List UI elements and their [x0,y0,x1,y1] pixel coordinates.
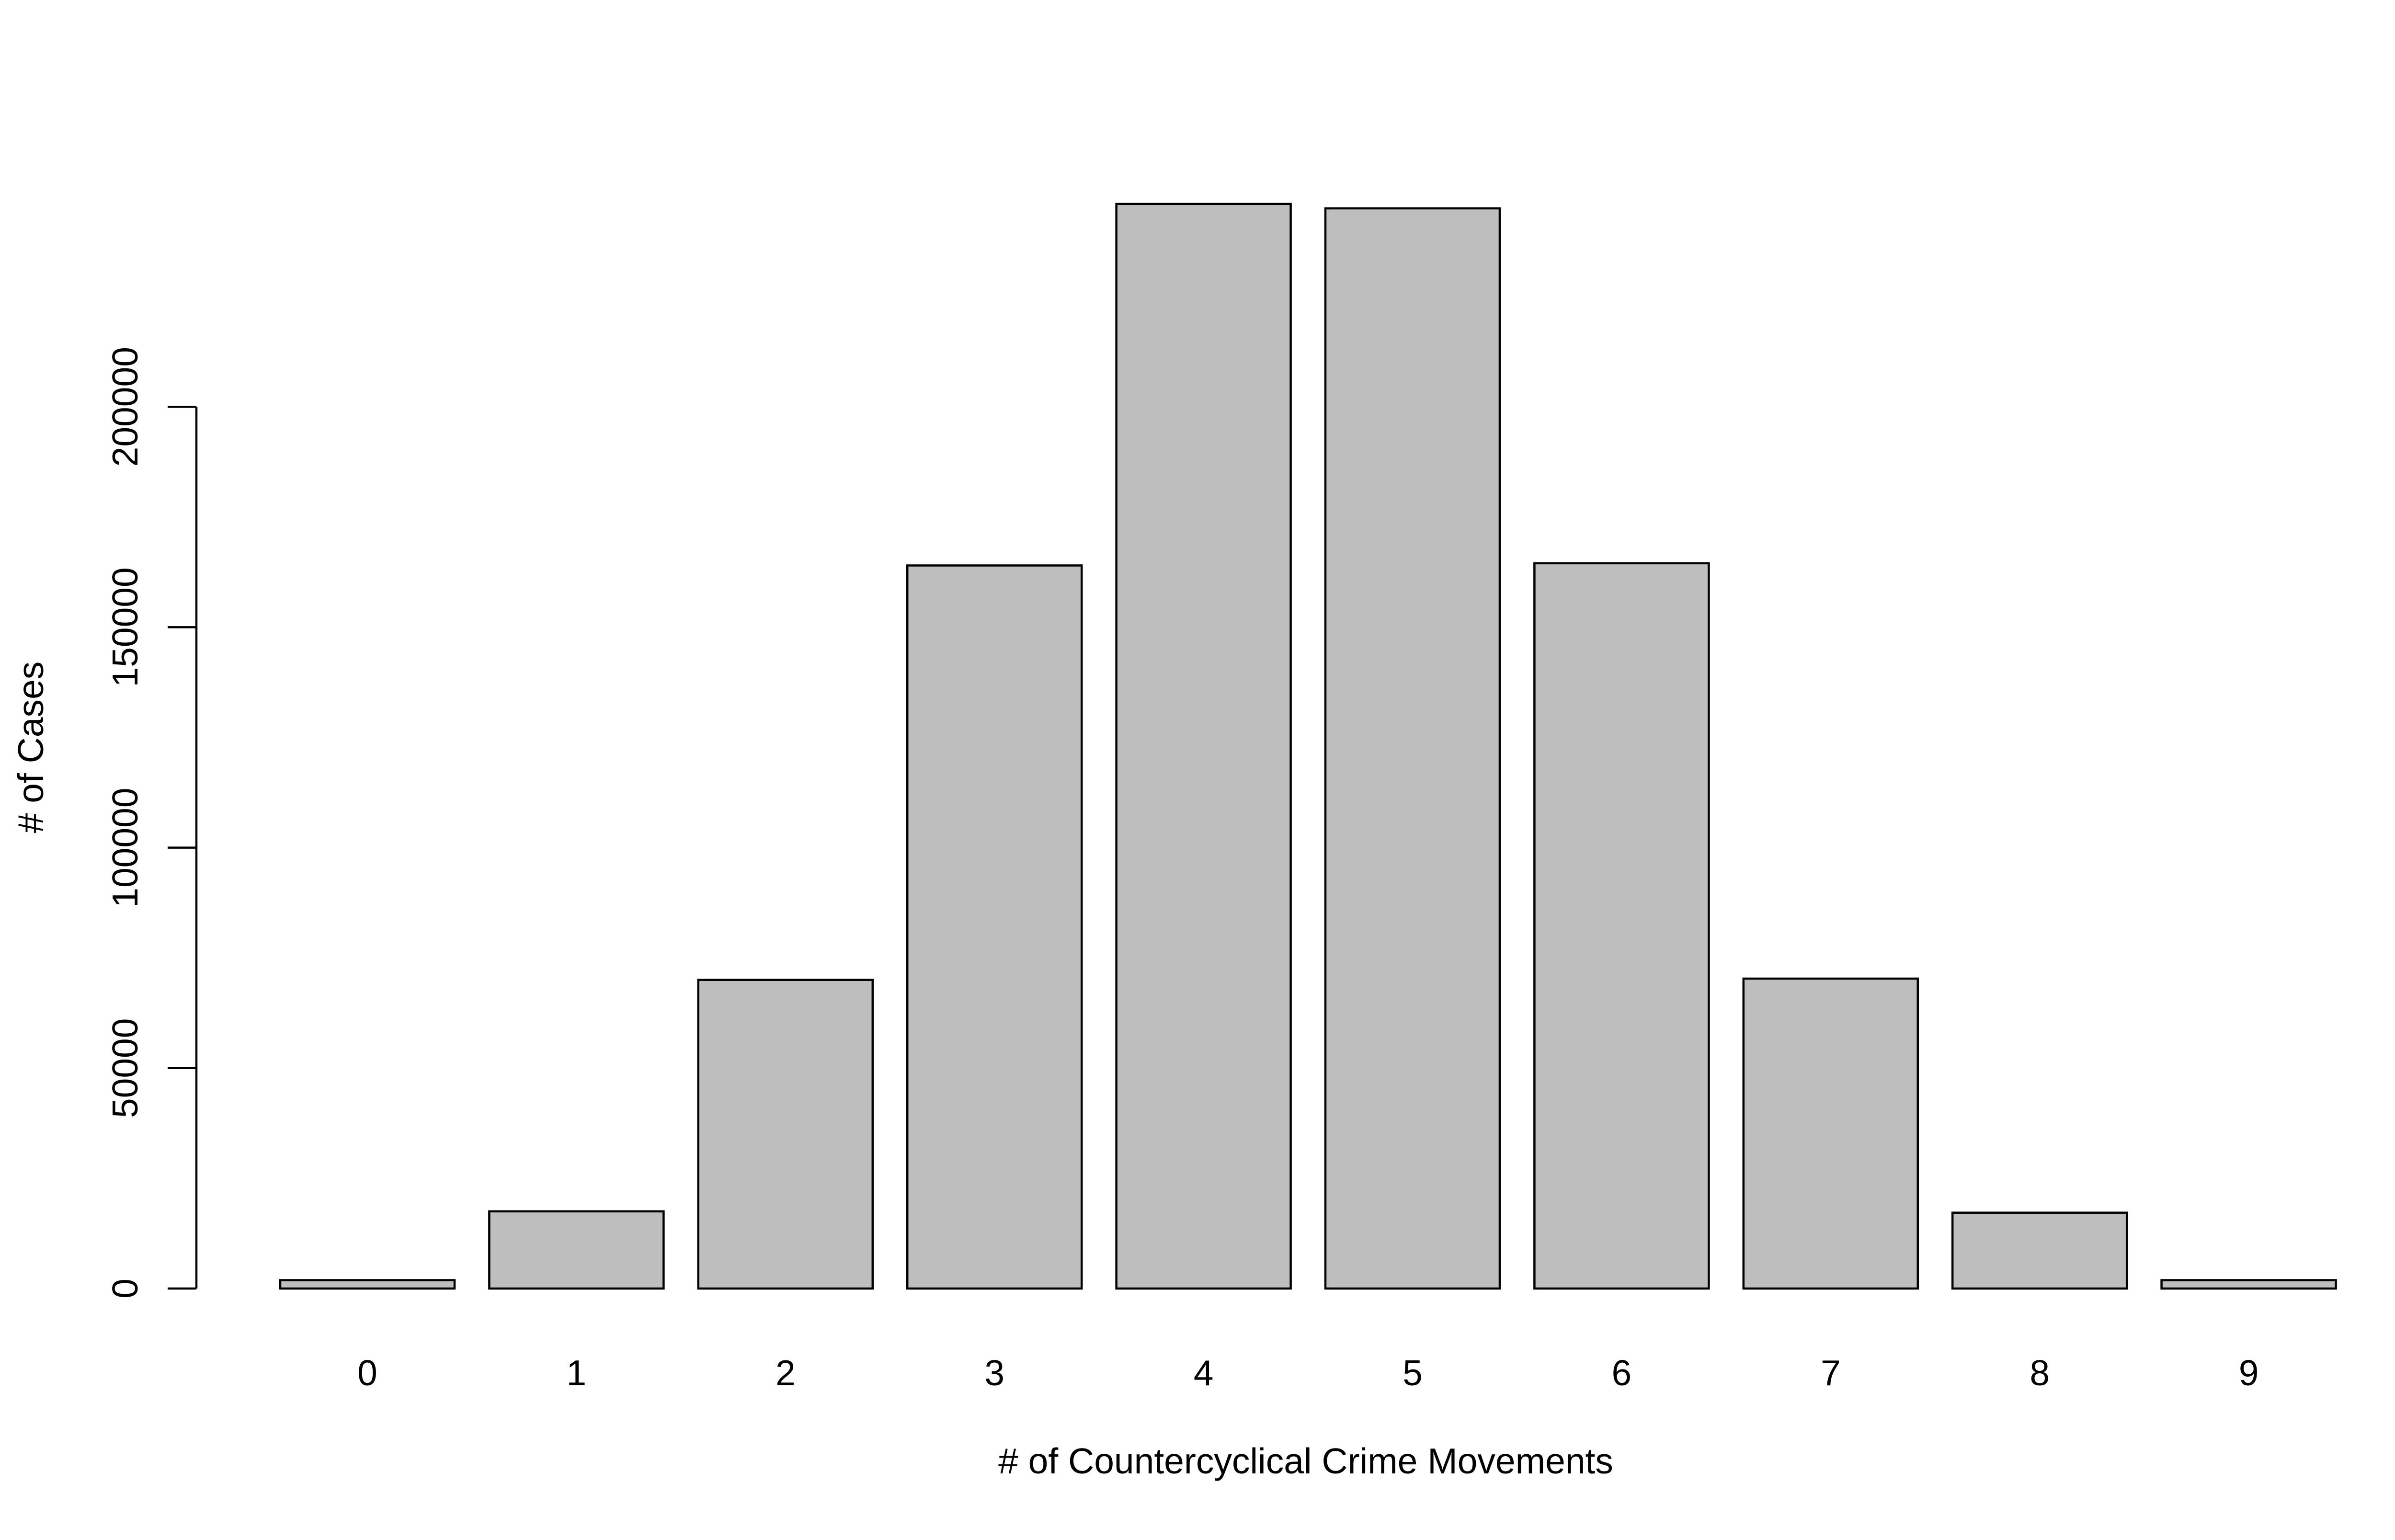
y-tick-label: 150000 [105,567,145,687]
y-axis-label: # of Cases [11,662,51,833]
bar-5 [1324,207,1501,1290]
bar-8 [1951,1211,2128,1290]
bar-9 [2160,1279,2337,1290]
bar-6 [1533,562,1710,1290]
bar-7 [1742,977,1919,1290]
x-tick-label: 2 [776,1353,796,1393]
bar-3 [906,564,1083,1290]
x-axis-label: # of Countercyclical Crime Movements [998,1441,1613,1481]
x-tick-label: 6 [1612,1353,1632,1393]
x-tick-label: 0 [357,1353,377,1393]
x-tick-label: 5 [1403,1353,1423,1393]
y-tick-label: 0 [105,1278,145,1299]
y-tick-label: 100000 [105,787,145,907]
bar-1 [488,1210,665,1290]
y-tick-label: 200000 [105,347,145,467]
bars-group [279,203,2337,1290]
x-tick-label: 1 [567,1353,587,1393]
x-tick-labels: 0 1 2 3 4 5 6 7 8 9 [357,1353,2258,1393]
bar-4 [1115,203,1292,1290]
x-tick-label: 4 [1194,1353,1214,1393]
x-tick-label: 7 [1821,1353,1841,1393]
x-tick-label: 3 [984,1353,1004,1393]
y-axis: 0 50000 100000 150000 200000 [105,347,198,1299]
bar-2 [697,979,874,1290]
y-tick-label: 50000 [105,1018,145,1118]
bar-0 [279,1279,456,1290]
x-tick-label: 9 [2239,1353,2259,1393]
x-tick-label: 8 [2030,1353,2050,1393]
